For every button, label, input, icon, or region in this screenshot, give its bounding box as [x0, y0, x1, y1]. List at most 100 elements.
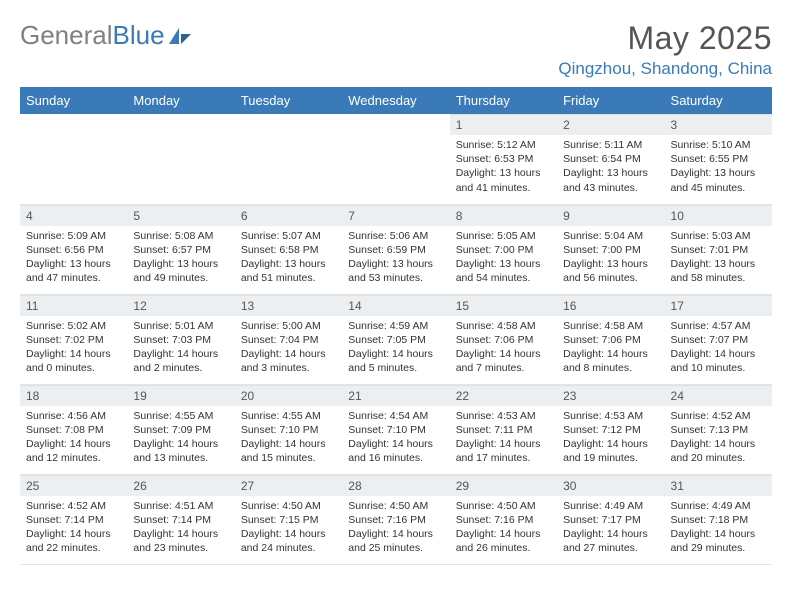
calendar-week-row: 18Sunrise: 4:56 AMSunset: 7:08 PMDayligh…	[20, 384, 772, 474]
sunset-label: Sunset:	[456, 244, 495, 256]
daylight-label: Daylight:	[133, 348, 177, 360]
calendar-day-cell	[342, 114, 449, 204]
daylight-label: Daylight:	[241, 348, 285, 360]
daylight-label: Daylight:	[671, 258, 715, 270]
day-number: 9	[557, 205, 664, 226]
sunset-label: Sunset:	[26, 424, 65, 436]
calendar-day-cell	[20, 114, 127, 204]
daylight-label: Daylight:	[563, 258, 607, 270]
daylight-label: Daylight:	[348, 438, 392, 450]
sunset-value: 7:07 PM	[709, 334, 748, 346]
header: GeneralBlue May 2025 Qingzhou, Shandong,…	[20, 20, 772, 79]
daylight-label: Daylight:	[26, 258, 70, 270]
sunrise-value: 5:02 AM	[67, 320, 106, 332]
daylight-label: Daylight:	[671, 528, 715, 540]
sunset-value: 7:10 PM	[387, 424, 426, 436]
sunset-value: 7:10 PM	[279, 424, 318, 436]
sunrise-label: Sunrise:	[563, 410, 604, 422]
sunrise-value: 4:53 AM	[497, 410, 536, 422]
calendar-day-cell: 23Sunrise: 4:53 AMSunset: 7:12 PMDayligh…	[557, 384, 664, 474]
sunset-label: Sunset:	[348, 514, 387, 526]
sunrise-value: 4:50 AM	[497, 500, 536, 512]
day-details: Sunrise: 5:03 AMSunset: 7:01 PMDaylight:…	[665, 226, 772, 290]
day-number: 15	[450, 295, 557, 316]
calendar-body: 1Sunrise: 5:12 AMSunset: 6:53 PMDaylight…	[20, 114, 772, 564]
day-details: Sunrise: 4:53 AMSunset: 7:12 PMDaylight:…	[557, 406, 664, 470]
day-number: 8	[450, 205, 557, 226]
calendar-day-cell: 31Sunrise: 4:49 AMSunset: 7:18 PMDayligh…	[665, 474, 772, 564]
day-number: 28	[342, 475, 449, 496]
sunrise-label: Sunrise:	[241, 500, 282, 512]
title-block: May 2025 Qingzhou, Shandong, China	[558, 20, 772, 79]
day-details: Sunrise: 4:57 AMSunset: 7:07 PMDaylight:…	[665, 316, 772, 380]
daylight-label: Daylight:	[563, 348, 607, 360]
sunset-label: Sunset:	[671, 334, 710, 346]
day-details: Sunrise: 4:49 AMSunset: 7:17 PMDaylight:…	[557, 496, 664, 560]
daylight-label: Daylight:	[348, 258, 392, 270]
sunset-label: Sunset:	[348, 244, 387, 256]
sunrise-value: 5:04 AM	[605, 230, 644, 242]
daylight-label: Daylight:	[241, 528, 285, 540]
calendar-day-cell: 9Sunrise: 5:04 AMSunset: 7:00 PMDaylight…	[557, 204, 664, 294]
day-details: Sunrise: 5:07 AMSunset: 6:58 PMDaylight:…	[235, 226, 342, 290]
logo: GeneralBlue	[20, 20, 193, 51]
calendar-week-row: 11 Sunrise: 5:02 AM Sunset: 7:02 PM Dayligh…	[20, 294, 772, 384]
sunset-label: Sunset:	[456, 334, 495, 346]
sunset-value: 7:02 PM	[65, 334, 104, 346]
daylight-label: Daylight:	[348, 348, 392, 360]
calendar-week-row: 1Sunrise: 5:12 AMSunset: 6:53 PMDaylight…	[20, 114, 772, 204]
daylight-label: Daylight:	[241, 438, 285, 450]
sunset-label: Sunset:	[348, 424, 387, 436]
daylight-label: Daylight:	[456, 528, 500, 540]
logo-sail-icon	[167, 26, 193, 46]
day-details: Sunrise: 4:58 AMSunset: 7:06 PMDaylight:…	[557, 316, 664, 380]
day-number: 19	[127, 385, 234, 406]
sunrise-label: Sunrise:	[348, 320, 389, 332]
sunset-value: 7:05 PM	[387, 334, 426, 346]
sunrise-value: 4:51 AM	[175, 500, 214, 512]
calendar-day-cell: 26Sunrise: 4:51 AMSunset: 7:14 PMDayligh…	[127, 474, 234, 564]
sunset-label: Sunset:	[563, 334, 602, 346]
calendar-day-cell: 20Sunrise: 4:55 AMSunset: 7:10 PMDayligh…	[235, 384, 342, 474]
sunset-value: 6:55 PM	[709, 153, 748, 165]
sunset-value: 7:11 PM	[494, 424, 532, 436]
day-details: Sunrise: 5:09 AMSunset: 6:56 PMDaylight:…	[20, 226, 127, 290]
day-details: Sunrise: 5:04 AMSunset: 7:00 PMDaylight:…	[557, 226, 664, 290]
day-details: Sunrise: 5:11 AMSunset: 6:54 PMDaylight:…	[557, 135, 664, 199]
sunrise-label: Sunrise:	[456, 230, 497, 242]
sunset-label: Sunset:	[241, 334, 280, 346]
day-details: Sunrise: 5:05 AMSunset: 7:00 PMDaylight:…	[450, 226, 557, 290]
daylight-label: Daylight:	[133, 258, 177, 270]
sunrise-value: 4:58 AM	[497, 320, 536, 332]
sunrise-value: 4:50 AM	[282, 500, 321, 512]
day-number: 11	[20, 295, 127, 316]
sunset-label: Sunset:	[671, 424, 710, 436]
calendar-day-cell: 19Sunrise: 4:55 AMSunset: 7:09 PMDayligh…	[127, 384, 234, 474]
sunrise-value: 5:00 AM	[282, 320, 321, 332]
sunrise-value: 5:01 AM	[175, 320, 214, 332]
sunrise-value: 4:55 AM	[175, 410, 214, 422]
day-details: Sunrise: 4:55 AMSunset: 7:09 PMDaylight:…	[127, 406, 234, 470]
calendar-day-cell: 27Sunrise: 4:50 AMSunset: 7:15 PMDayligh…	[235, 474, 342, 564]
day-number: 13	[235, 295, 342, 316]
day-details: Sunrise: 4:55 AMSunset: 7:10 PMDaylight:…	[235, 406, 342, 470]
sunrise-label: Sunrise:	[563, 139, 604, 151]
day-number: 5	[127, 205, 234, 226]
calendar-day-cell: 25Sunrise: 4:52 AMSunset: 7:14 PMDayligh…	[20, 474, 127, 564]
day-number: 1	[450, 114, 557, 135]
sunset-value: 7:14 PM	[172, 514, 211, 526]
sunrise-value: 4:58 AM	[605, 320, 644, 332]
sunset-value: 7:16 PM	[387, 514, 426, 526]
sunrise-value: 5:08 AM	[175, 230, 214, 242]
sunrise-value: 4:53 AM	[605, 410, 644, 422]
daylight-label: Daylight:	[26, 438, 70, 450]
calendar-day-cell: 5Sunrise: 5:08 AMSunset: 6:57 PMDaylight…	[127, 204, 234, 294]
daylight-label: Daylight:	[671, 348, 715, 360]
weekday-header: Monday	[127, 87, 234, 114]
sunrise-value: 5:05 AM	[497, 230, 536, 242]
daylight-label: Daylight:	[671, 167, 715, 179]
calendar-day-cell: 22Sunrise: 4:53 AMSunset: 7:11 PMDayligh…	[450, 384, 557, 474]
daylight-label: Daylight:	[133, 528, 177, 540]
day-number: 25	[20, 475, 127, 496]
sunrise-value: 4:57 AM	[712, 320, 751, 332]
